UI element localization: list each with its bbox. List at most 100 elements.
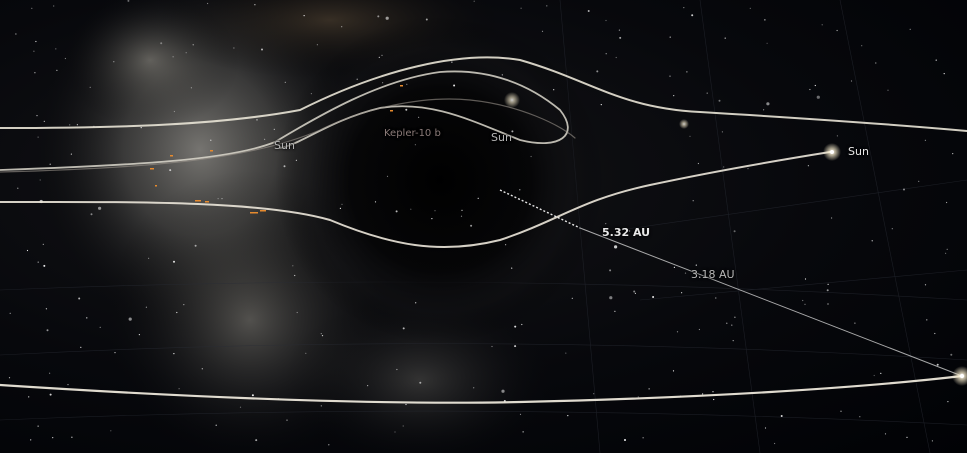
star xyxy=(695,264,697,266)
star xyxy=(140,127,142,129)
star xyxy=(110,430,112,432)
star xyxy=(382,82,384,84)
planet-label[interactable]: Kepler-10 b xyxy=(384,128,441,139)
star xyxy=(405,403,407,406)
star xyxy=(192,44,194,46)
star xyxy=(747,168,749,170)
star xyxy=(35,40,37,43)
star xyxy=(339,207,341,209)
star xyxy=(802,299,804,302)
distance-line-secondary xyxy=(579,227,963,377)
star xyxy=(587,10,590,12)
star xyxy=(609,269,612,272)
star xyxy=(217,198,219,200)
distance-label-primary[interactable]: 5.32 AU xyxy=(602,226,651,239)
star xyxy=(305,352,307,354)
orbit-line-lower xyxy=(0,374,964,404)
orbit-lines[interactable] xyxy=(0,56,967,404)
star xyxy=(374,201,377,203)
star xyxy=(89,86,91,88)
star xyxy=(691,14,694,17)
star xyxy=(286,419,288,421)
star xyxy=(78,297,81,300)
star xyxy=(642,437,644,439)
star xyxy=(698,276,700,278)
star xyxy=(615,56,617,59)
star xyxy=(292,265,294,267)
star xyxy=(629,230,631,232)
star xyxy=(721,131,724,133)
star xyxy=(45,308,48,310)
star xyxy=(780,415,783,417)
star xyxy=(514,325,517,328)
star xyxy=(593,393,595,395)
star xyxy=(320,333,322,335)
sun-label-center[interactable]: Sun xyxy=(491,131,512,144)
star xyxy=(605,19,607,22)
gravitational-lens xyxy=(275,15,605,345)
star xyxy=(273,128,275,130)
star xyxy=(816,95,820,99)
star xyxy=(261,48,263,51)
star xyxy=(553,89,555,91)
star xyxy=(173,260,175,263)
star xyxy=(520,7,522,9)
star xyxy=(64,57,66,60)
star xyxy=(809,88,811,91)
star xyxy=(491,345,493,348)
sun-glow-right[interactable] xyxy=(823,143,841,161)
star xyxy=(827,303,829,305)
star xyxy=(648,388,650,390)
star xyxy=(859,416,861,418)
star xyxy=(875,62,877,64)
star xyxy=(415,302,417,304)
star xyxy=(947,401,949,403)
star xyxy=(414,144,416,146)
star xyxy=(385,16,389,20)
star xyxy=(511,130,514,133)
star xyxy=(264,138,266,140)
star xyxy=(70,153,72,155)
star xyxy=(294,274,296,277)
star xyxy=(906,436,908,438)
star xyxy=(386,175,389,177)
star xyxy=(826,289,829,292)
distance-lines[interactable] xyxy=(499,189,963,377)
star xyxy=(600,104,602,106)
star xyxy=(34,72,36,74)
star xyxy=(17,187,19,189)
star xyxy=(410,208,412,210)
observer-glow[interactable] xyxy=(952,366,967,386)
star xyxy=(37,136,39,138)
star xyxy=(614,310,616,312)
star xyxy=(31,7,33,9)
star xyxy=(624,439,626,441)
star xyxy=(341,26,343,28)
sun-label-left[interactable]: Sun xyxy=(274,139,295,152)
star xyxy=(190,87,192,89)
distance-label-secondary[interactable]: 3.18 AU xyxy=(691,268,735,281)
star xyxy=(763,109,765,111)
star xyxy=(356,78,358,80)
star xyxy=(698,328,701,331)
star xyxy=(194,244,197,247)
star xyxy=(425,18,428,21)
star xyxy=(935,59,937,61)
sun-glow-center[interactable] xyxy=(504,92,520,108)
star xyxy=(477,197,479,199)
star xyxy=(90,213,93,216)
star xyxy=(15,33,17,35)
star xyxy=(49,163,51,165)
star xyxy=(210,139,212,141)
star xyxy=(684,272,687,274)
star xyxy=(724,37,726,39)
sun-label-right[interactable]: Sun xyxy=(848,145,869,158)
star xyxy=(406,83,408,85)
star xyxy=(316,44,318,46)
star xyxy=(522,431,524,433)
star xyxy=(418,116,420,118)
star xyxy=(546,5,548,7)
star xyxy=(321,335,324,337)
